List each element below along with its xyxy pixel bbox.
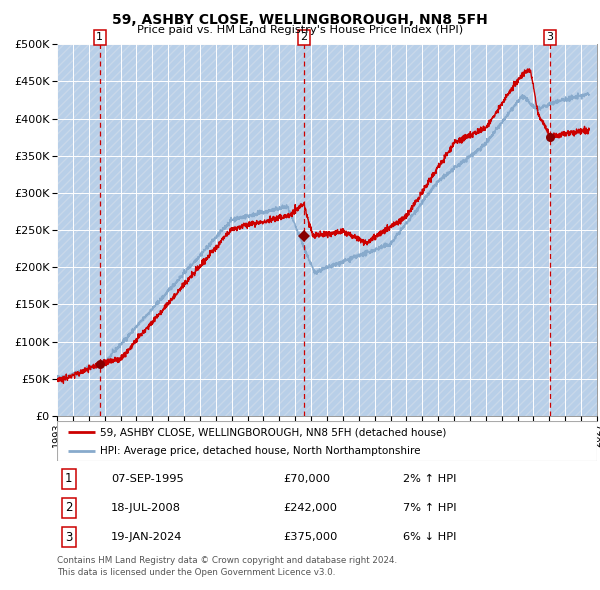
Text: Price paid vs. HM Land Registry's House Price Index (HPI): Price paid vs. HM Land Registry's House …	[137, 25, 463, 35]
Text: 07-SEP-1995: 07-SEP-1995	[111, 474, 184, 484]
Text: 19-JAN-2024: 19-JAN-2024	[111, 532, 182, 542]
Text: 2: 2	[300, 32, 307, 42]
Text: 6% ↓ HPI: 6% ↓ HPI	[403, 532, 456, 542]
Text: 3: 3	[547, 32, 554, 42]
Text: 1: 1	[65, 473, 73, 486]
Text: 7% ↑ HPI: 7% ↑ HPI	[403, 503, 456, 513]
FancyBboxPatch shape	[57, 421, 597, 461]
Text: 59, ASHBY CLOSE, WELLINGBOROUGH, NN8 5FH: 59, ASHBY CLOSE, WELLINGBOROUGH, NN8 5FH	[112, 13, 488, 27]
Text: 3: 3	[65, 530, 73, 543]
Text: 2% ↑ HPI: 2% ↑ HPI	[403, 474, 456, 484]
Text: This data is licensed under the Open Government Licence v3.0.: This data is licensed under the Open Gov…	[57, 568, 335, 576]
Bar	[57, 44, 597, 416]
Text: 1: 1	[96, 32, 103, 42]
Text: 2: 2	[65, 502, 73, 514]
Text: £242,000: £242,000	[284, 503, 338, 513]
Text: 59, ASHBY CLOSE, WELLINGBOROUGH, NN8 5FH (detached house): 59, ASHBY CLOSE, WELLINGBOROUGH, NN8 5FH…	[100, 428, 446, 438]
Text: 18-JUL-2008: 18-JUL-2008	[111, 503, 181, 513]
Text: £375,000: £375,000	[284, 532, 338, 542]
Text: Contains HM Land Registry data © Crown copyright and database right 2024.: Contains HM Land Registry data © Crown c…	[57, 556, 397, 565]
Text: £70,000: £70,000	[284, 474, 331, 484]
Text: HPI: Average price, detached house, North Northamptonshire: HPI: Average price, detached house, Nort…	[100, 447, 421, 456]
